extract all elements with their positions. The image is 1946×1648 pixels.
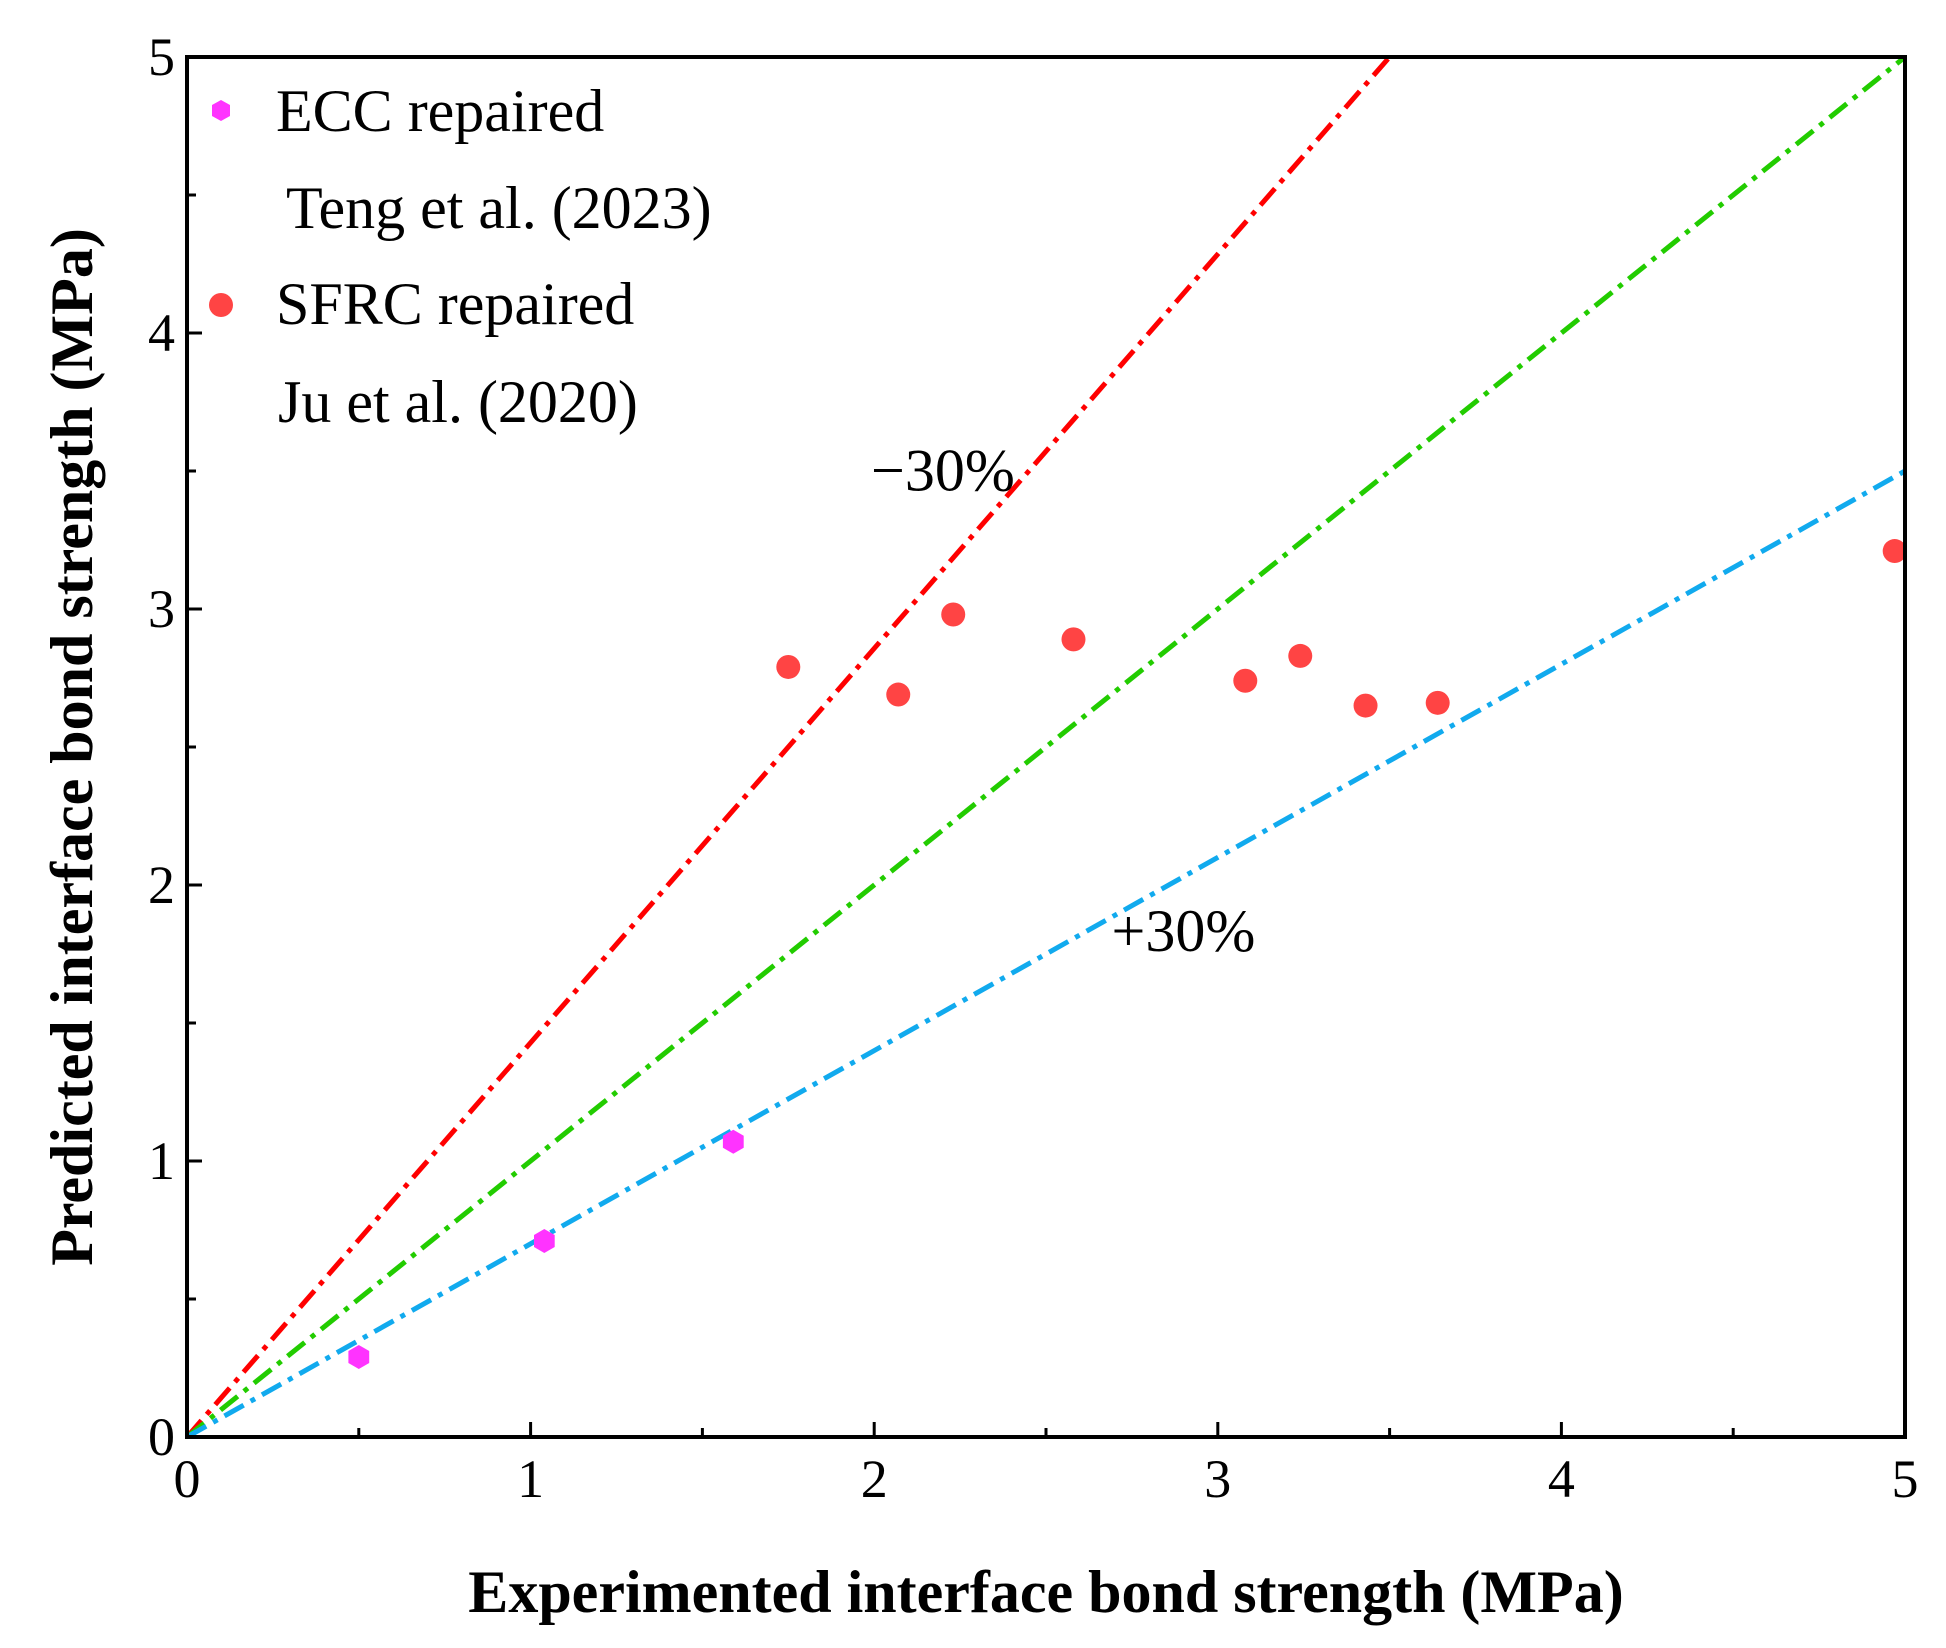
data-point-ecc — [348, 1345, 370, 1369]
legend-source-sfrc: Ju et al. (2020) — [278, 369, 638, 435]
annotation-0: −30% — [871, 437, 1015, 503]
x-tick-label: 2 — [861, 1449, 888, 1509]
tick-labels: 0 1 2 3 4 5 0 1 2 3 4 5 — [148, 27, 1919, 1509]
reference-lines — [187, 57, 1905, 1437]
data-point-sfrc — [1288, 643, 1313, 668]
legend-marker-ecc — [212, 100, 230, 121]
y-axis-title: Predicted interface bond strength (MPa) — [39, 228, 105, 1266]
data-point-sfrc — [886, 682, 911, 707]
data-point-sfrc — [776, 654, 801, 679]
x-axis-title: Experimented interface bond strength (MP… — [468, 1559, 1623, 1625]
data-point-sfrc — [1061, 627, 1086, 652]
legend: ECC repaired Teng et al. (2023) SFRC rep… — [209, 78, 712, 435]
reference-line-0 — [187, 57, 1392, 1437]
legend-label-sfrc: SFRC repaired — [276, 271, 634, 337]
y-tick-label: 3 — [148, 579, 175, 639]
axis-ticks — [185, 55, 1907, 1439]
data-point-sfrc — [941, 602, 966, 627]
data-point-ecc — [722, 1129, 744, 1154]
data-point-ecc — [534, 1229, 555, 1253]
x-tick-label: 4 — [1548, 1449, 1575, 1509]
y-tick-label: 4 — [148, 303, 175, 363]
legend-label-ecc: ECC repaired — [276, 78, 604, 144]
x-tick-label: 0 — [174, 1449, 201, 1509]
data-point-sfrc — [1882, 539, 1907, 564]
legend-source-ecc: Teng et al. (2023) — [286, 175, 712, 241]
x-tick-label: 3 — [1204, 1449, 1231, 1509]
y-tick-label: 1 — [148, 1131, 175, 1191]
annotation-2: +30% — [1112, 898, 1256, 964]
data-points — [348, 539, 1907, 1369]
y-tick-label: 2 — [148, 855, 175, 915]
data-point-sfrc — [1233, 668, 1258, 693]
y-tick-label: 0 — [148, 1407, 175, 1467]
data-point-sfrc — [1353, 693, 1378, 718]
x-tick-label: 1 — [517, 1449, 544, 1509]
annotations: −30% +30% — [871, 437, 1255, 964]
y-tick-label: 5 — [148, 27, 175, 87]
reference-line-2 — [187, 468, 1905, 1437]
legend-marker-sfrc — [209, 293, 233, 317]
x-tick-label: 5 — [1892, 1449, 1919, 1509]
reference-line-1 — [187, 57, 1905, 1437]
data-point-sfrc — [1425, 690, 1450, 715]
